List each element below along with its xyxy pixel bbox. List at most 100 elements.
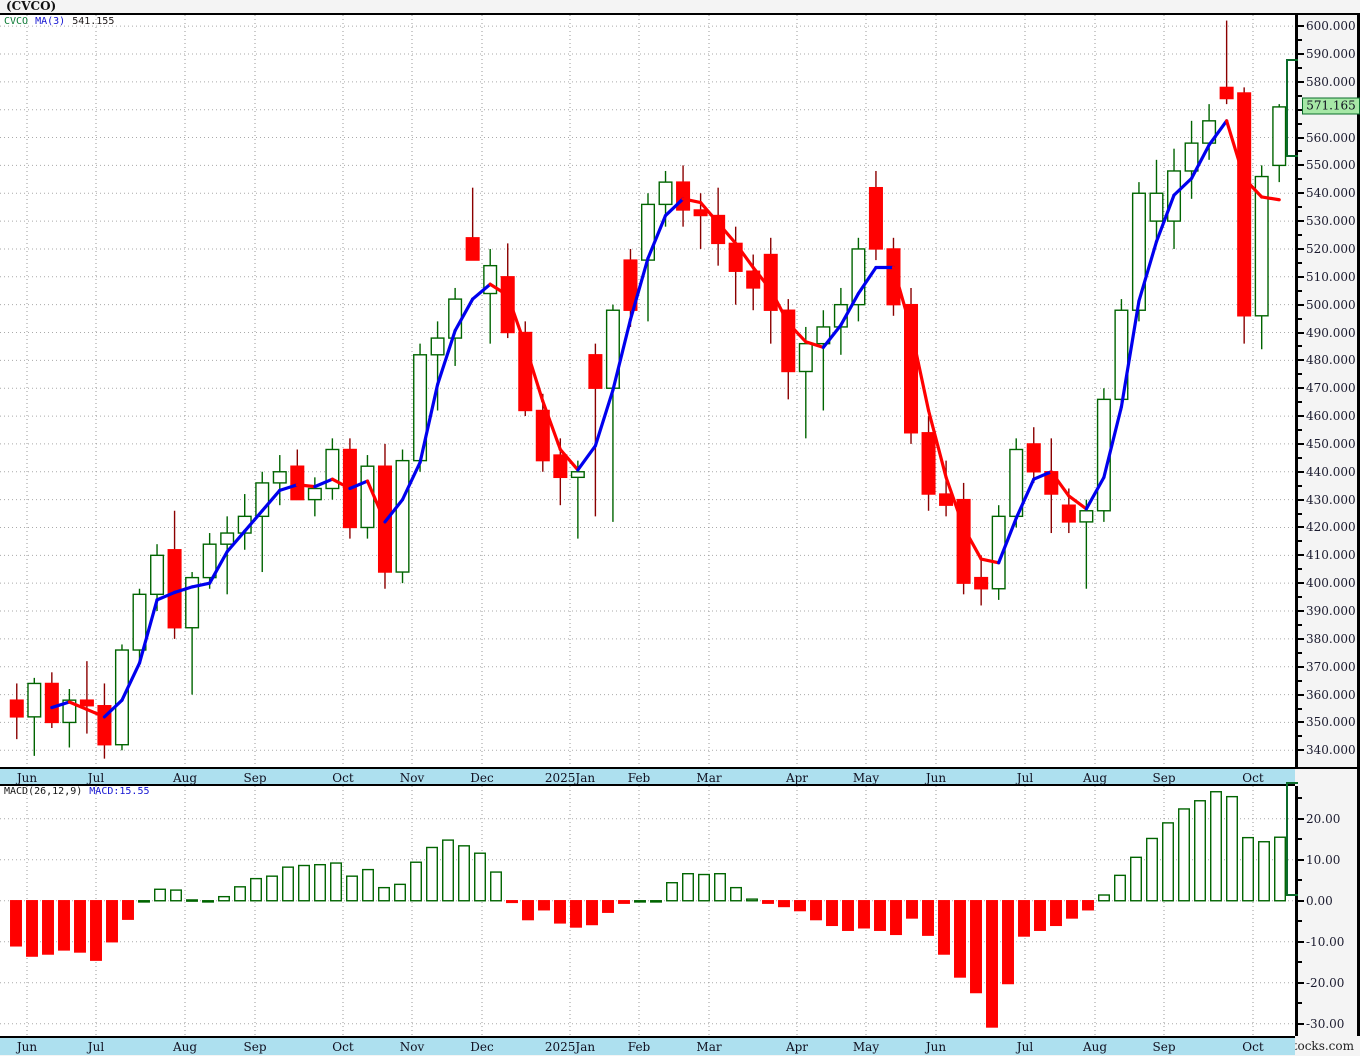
price-axis-minor-tick: [1298, 707, 1302, 710]
ma-segment-rising: [120, 661, 142, 702]
ma-segment-rising: [839, 291, 861, 327]
date-axis-label: Sep: [243, 1040, 267, 1054]
ma-segment-rising: [155, 590, 177, 602]
macd-histogram: [10, 791, 1286, 1028]
candle-body: [886, 248, 901, 306]
price-axis-tick: [1298, 192, 1304, 195]
ma-segment-rising: [313, 477, 334, 489]
price-axis-tick: [1298, 387, 1304, 390]
date-axis-label: Dec: [470, 1040, 494, 1054]
date-axis-label: 2025Jan: [544, 771, 596, 785]
macd-axis-tick: [1298, 1022, 1304, 1025]
candle-body: [1184, 142, 1199, 172]
macd-axis-minor-tick: [1298, 1002, 1302, 1005]
candle-body: [1254, 175, 1269, 317]
ma-segment-rising: [137, 598, 159, 665]
candle-body: [535, 409, 550, 462]
date-axis-label: Aug: [172, 771, 198, 785]
date-axis-label: Oct: [1242, 1040, 1264, 1054]
date-axis-label: Aug: [1082, 771, 1108, 785]
candle-body: [220, 532, 235, 545]
price-axis-minor-tick: [1298, 651, 1302, 654]
macd-bar-negative: [986, 900, 998, 1028]
ma-segment-falling: [1049, 470, 1071, 498]
macd-bar-negative: [954, 900, 966, 978]
ma-segment-falling: [734, 241, 755, 270]
macd-bar-negative: [890, 900, 902, 936]
macd-bar-positive: [426, 846, 438, 902]
ma-segment-rising: [172, 585, 194, 595]
macd-axis-tick: [1298, 899, 1304, 902]
ma-segment-rising: [1084, 475, 1106, 511]
ma-segment-falling: [944, 475, 966, 530]
ma-segment-falling: [681, 197, 703, 205]
price-chart-pane[interactable]: CVCO MA(3) 541.155: [0, 15, 1295, 767]
current-price-bracket: [1286, 59, 1298, 158]
price-legend: CVCO MA(3) 541.155: [4, 16, 121, 27]
macd-bar-negative: [26, 900, 38, 957]
candle-body: [27, 682, 42, 718]
macd-bar-negative: [90, 900, 102, 961]
macd-bar-positive: [314, 863, 326, 902]
ma-segment-falling: [769, 288, 790, 325]
ma-segment-falling: [1225, 119, 1246, 180]
candle-body: [939, 493, 954, 506]
ma-segment-rising: [1172, 176, 1194, 197]
ma-segment-rising: [1014, 477, 1036, 520]
ma-segment-falling: [891, 265, 913, 331]
ma-segment-rising: [1189, 143, 1211, 180]
price-axis-label: 540.000: [1306, 186, 1356, 201]
macd-axis-label: -20.00: [1306, 975, 1345, 990]
macd-bar-negative: [1050, 900, 1062, 927]
price-axis-minor-tick: [1298, 401, 1302, 404]
ma-segment-rising: [593, 388, 615, 448]
ma-segment-rising: [453, 297, 475, 333]
price-axis-label: 580.000: [1306, 74, 1356, 89]
ma-segment-rising: [997, 516, 1018, 565]
ma-segment-rising: [856, 265, 878, 296]
macd-axis-tick: [1298, 981, 1304, 984]
ma-segment-rising: [435, 329, 457, 387]
ma-segment-falling: [85, 707, 107, 719]
macd-chart-pane[interactable]: MACD(26,12,9) MACD:15.55: [0, 786, 1295, 1036]
price-axis-label: 550.000: [1306, 158, 1356, 173]
ma-segment-rising: [576, 444, 597, 472]
ma-segment-falling: [365, 479, 387, 524]
macd-bar-negative: [506, 900, 518, 904]
price-chart-svg: [0, 15, 1295, 767]
price-axis-label: 430.000: [1306, 492, 1356, 507]
date-axis-label: Mar: [696, 771, 722, 785]
price-axis-minor-tick: [1298, 540, 1302, 543]
macd-bar-positive: [714, 873, 726, 902]
price-axis-minor-tick: [1298, 456, 1302, 459]
price-axis-label: 460.000: [1306, 409, 1356, 424]
date-axis-label: 2025Jan: [544, 1040, 596, 1054]
ma-segment-falling: [979, 557, 1001, 565]
price-axis-label: 490.000: [1306, 325, 1356, 340]
ma-segment-rising: [225, 529, 247, 554]
legend-ma-label: MA(3): [35, 16, 66, 27]
candle-body: [62, 699, 77, 724]
macd-bar-negative: [554, 900, 566, 924]
price-axis-minor-tick: [1298, 345, 1302, 348]
price-axis-minor-tick: [1298, 317, 1302, 320]
date-axis-label: Jul: [87, 1040, 105, 1054]
macd-legend: MACD(26,12,9) MACD:15.55: [4, 786, 157, 797]
macd-bar-negative: [810, 900, 822, 921]
date-axis-label: Nov: [399, 1040, 425, 1054]
price-axis-tick: [1298, 247, 1304, 250]
macd-current-bracket: [1286, 782, 1298, 897]
price-axis-label: 380.000: [1306, 631, 1356, 646]
price-axis: 600.000 590.000 580.000 560.000 550.000 540.0…: [1286, 15, 1360, 767]
macd-bar-positive: [298, 864, 310, 902]
macd-bar-positive: [458, 845, 470, 902]
price-axis-tick: [1298, 637, 1304, 640]
candle-body: [185, 576, 200, 629]
ma-segment-falling: [786, 321, 808, 344]
date-axis-label: May: [852, 1040, 880, 1054]
ma-segment-rising: [1119, 299, 1141, 409]
macd-bar-positive: [282, 866, 294, 902]
candle-body: [79, 699, 94, 707]
macd-bar-positive: [730, 886, 742, 902]
macd-bar-negative: [874, 900, 886, 931]
